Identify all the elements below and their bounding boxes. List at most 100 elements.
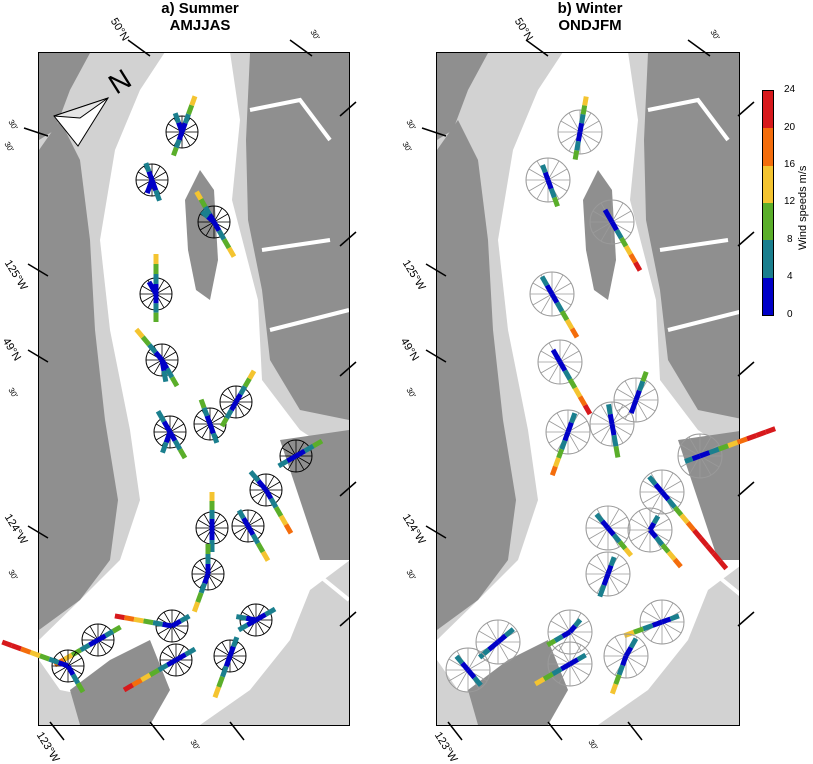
winter-title-line2: ONDJFM [558,17,622,34]
colorbar-band-12-16 [763,165,773,203]
colorbar-tick-20: 20 [784,122,796,133]
winter-texada-island [583,170,616,300]
summer-vancouver-island [39,120,118,630]
summer-wind-rose-6 [153,409,188,460]
summer-wind-rose-19 [212,636,247,699]
summer-title-line2: AMJJAS [169,17,231,34]
summer-mainland-south [280,430,349,560]
summer-tick-left-3 [27,349,49,363]
winter-tick-top-1 [525,39,549,57]
summer-wind-rose-17 [1,639,86,694]
winter-tick-left-2 [425,263,447,277]
summer-wind-rose-18 [122,643,197,693]
colorbar-tick-8: 8 [787,234,793,245]
winter-wind-rose-11 [585,505,634,558]
colorbar-title: Wind speeds m/s [797,165,809,250]
winter-tick-bottom-2 [547,721,563,741]
winter-wind-rose-9 [677,426,777,479]
winter-wind-rose-14 [546,609,593,655]
summer-wind-rose-5 [134,327,180,388]
colorbar [762,90,774,316]
winter-panel-title: b) Winter ONDJFM [525,0,655,34]
summer-wind-rose-3 [194,190,237,258]
winter-tick-bottom-3 [627,721,643,741]
winter-tick-right-2 [737,231,755,247]
summer-wind-rose-13 [191,544,225,613]
colorbar-band-20-24 [763,91,773,129]
summer-wind-rose-1 [165,95,199,157]
summer-wind-rose-2 [135,162,169,202]
winter-tick-right-1 [737,101,755,117]
winter-wind-rose-17 [445,647,491,693]
summer-tick-left-4 [27,525,49,539]
winter-strait-water [437,53,739,725]
summer-wind-rose-7 [193,398,227,444]
summer-wind-rose-4 [139,254,173,322]
summer-tick-top-1 [127,39,151,57]
winter-vancouver-island [437,120,516,630]
summer-wind-rose-10 [248,470,294,535]
summer-basemap [39,53,349,725]
colorbar-tick-4: 4 [787,271,793,282]
summer-title-line1: a) Summer [161,0,239,17]
summer-texada-island [185,170,218,300]
winter-wind-rose-2 [525,157,571,208]
winter-wind-rose-1 [557,96,603,161]
colorbar-band-0-4 [763,277,773,315]
winter-wind-rose-13 [585,551,631,598]
summer-wind-rose-15 [235,603,277,637]
winter-wind-rose-12 [627,507,683,569]
winter-wind-rose-10 [639,469,729,571]
winter-wind-rose-19 [603,633,649,695]
summer-wind-rose-9 [277,438,324,473]
winter-wind-rose-7 [589,401,635,458]
summer-tick-left-1 [23,127,49,137]
summer-tick-right-3 [339,361,357,377]
colorbar-band-8-12 [763,202,773,241]
winter-tick-left-4 [425,525,447,539]
winter-tick-right-3 [737,361,755,377]
winter-tick-left-1 [421,127,447,137]
colorbar-tick-16: 16 [784,159,796,170]
winter-gulf-islands [468,640,568,725]
winter-mainland [644,53,739,419]
winter-tick-right-4 [737,481,755,497]
summer-strait-water [39,53,349,725]
summer-panel-title: a) Summer AMJJAS [135,0,265,34]
winter-wind-rose-5 [537,339,593,416]
summer-inlets [249,97,349,602]
winter-mainland-south [678,431,739,560]
winter-wind-rose-6 [545,409,591,477]
summer-wind-rose-11 [195,492,229,552]
summer-wind-rose-14 [114,609,191,643]
colorbar-tick-0: 0 [787,309,793,320]
winter-tick-left-3 [425,349,447,363]
colorbar-tick-12: 12 [784,196,796,207]
winter-wind-rose-3 [589,199,643,272]
winter-wind-rose-16 [475,619,521,665]
winter-basemap [437,53,739,725]
winter-northwest-land [437,53,488,140]
summer-tick-bottom-2 [149,721,165,741]
winter-tick-right-5 [737,611,755,627]
north-arrow-shade [53,97,109,119]
summer-gulf-islands [70,640,170,725]
colorbar-tick-24: 24 [784,84,796,95]
summer-northwest-land [39,53,90,140]
summer-wind-rose-8 [219,369,257,428]
summer-tick-bottom-1 [49,721,65,741]
winter-tick-bottom-1 [447,721,463,741]
summer-tick-right-4 [339,481,357,497]
summer-tick-right-2 [339,231,357,247]
winter-wind-rose-4 [529,271,580,339]
summer-tick-left-2 [27,263,49,277]
summer-tick-top-2 [289,39,313,57]
winter-wind-rose-8 [613,370,659,423]
summer-wind-rose-12 [231,509,271,562]
colorbar-band-16-20 [763,128,773,166]
winter-wind-rose-18 [534,641,593,687]
winter-inlets [647,97,739,597]
summer-tick-right-1 [339,101,357,117]
winter-tick-top-2 [687,39,711,57]
